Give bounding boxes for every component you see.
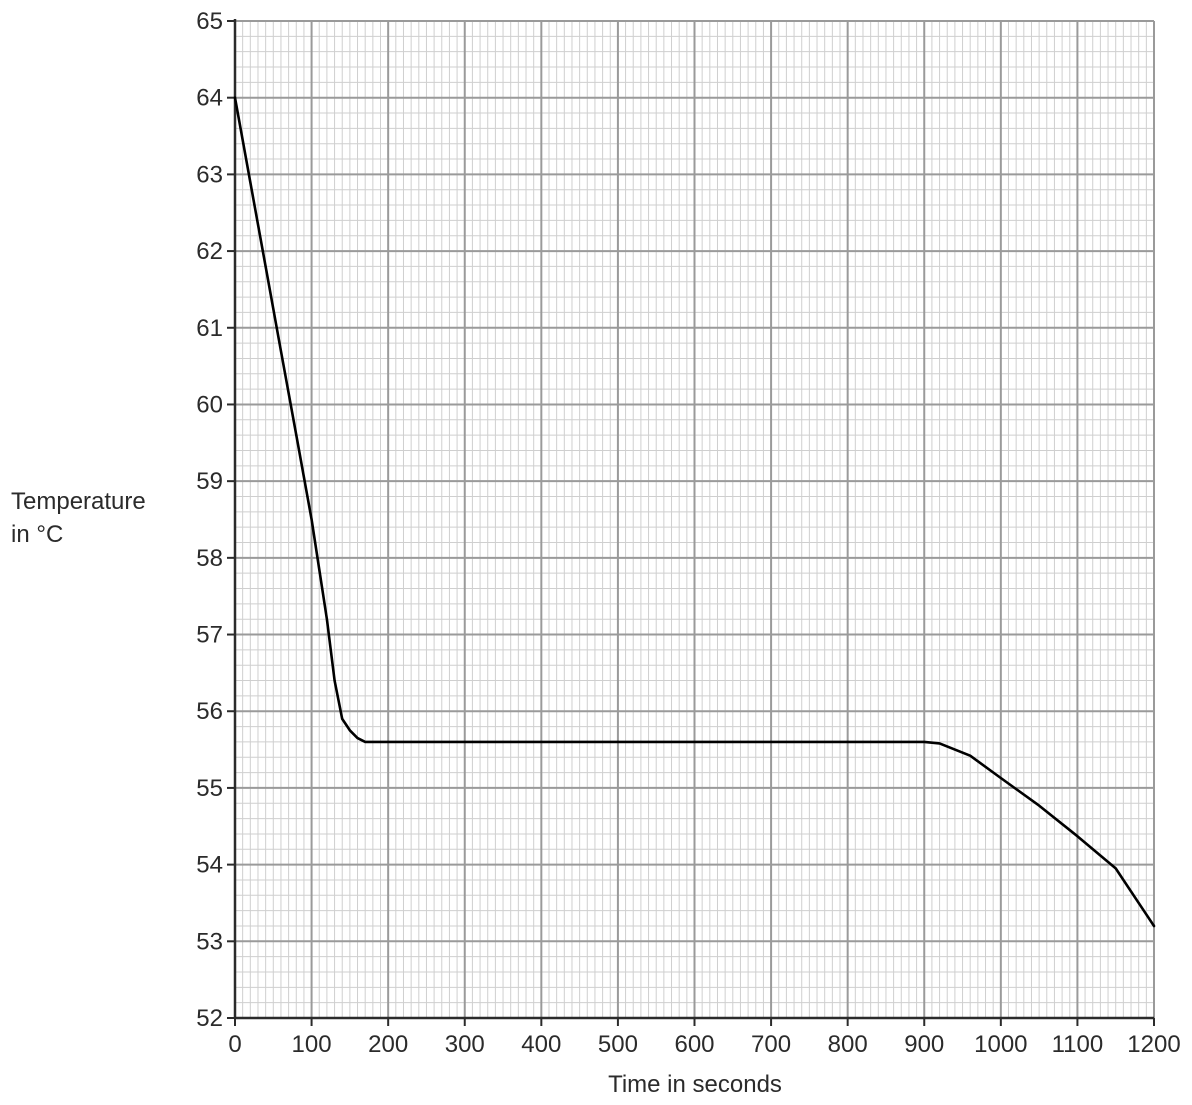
y-tick-label: 60: [196, 391, 223, 418]
x-tick-label: 400: [521, 1031, 561, 1058]
y-tick-label: 65: [196, 8, 223, 35]
series: [233, 96, 1156, 928]
x-tick-label: 1000: [974, 1031, 1027, 1058]
x-tick-label: 500: [598, 1031, 638, 1058]
x-tick-label: 200: [368, 1031, 408, 1058]
y-tick-label: 54: [196, 852, 223, 879]
y-tick-label: 58: [196, 545, 223, 572]
x-tick-label: 0: [228, 1031, 241, 1058]
x-tick-label: 900: [904, 1031, 944, 1058]
x-tick-label: 600: [674, 1031, 714, 1058]
y-tick-label: 53: [196, 928, 223, 955]
x-axis-title: Time in seconds: [608, 1071, 782, 1098]
y-tick-label: 52: [196, 1005, 223, 1032]
x-tick-label: 700: [751, 1031, 791, 1058]
x-tick-label: 100: [292, 1031, 332, 1058]
y-tick-label: 62: [196, 238, 223, 265]
y-tick-label: 63: [196, 161, 223, 188]
y-tick-label: 64: [196, 85, 223, 112]
y-tick-label: 55: [196, 775, 223, 802]
y-tick-label: 61: [196, 315, 223, 342]
x-tick-label: 300: [445, 1031, 485, 1058]
y-tick-label: 56: [196, 698, 223, 725]
y-axis-title-line1: Temperature: [11, 488, 146, 515]
cooling-curve-line: [233, 96, 1156, 928]
x-tick-label: 1100: [1052, 1031, 1104, 1058]
y-axis-title-line2: in °C: [11, 521, 63, 548]
x-tick-label: 800: [828, 1031, 868, 1058]
x-tick-labels: 0 100 200 300 400 500 600 700 800 900 1000 1100 1200: [228, 1018, 1181, 1058]
y-tick-label: 57: [196, 622, 223, 649]
x-tick-label: 1200: [1127, 1031, 1180, 1058]
y-tick-labels: 52 53 54 55 56 57 58 59 60 61 62 63 64 65: [196, 8, 235, 1032]
y-tick-label: 59: [196, 468, 223, 495]
